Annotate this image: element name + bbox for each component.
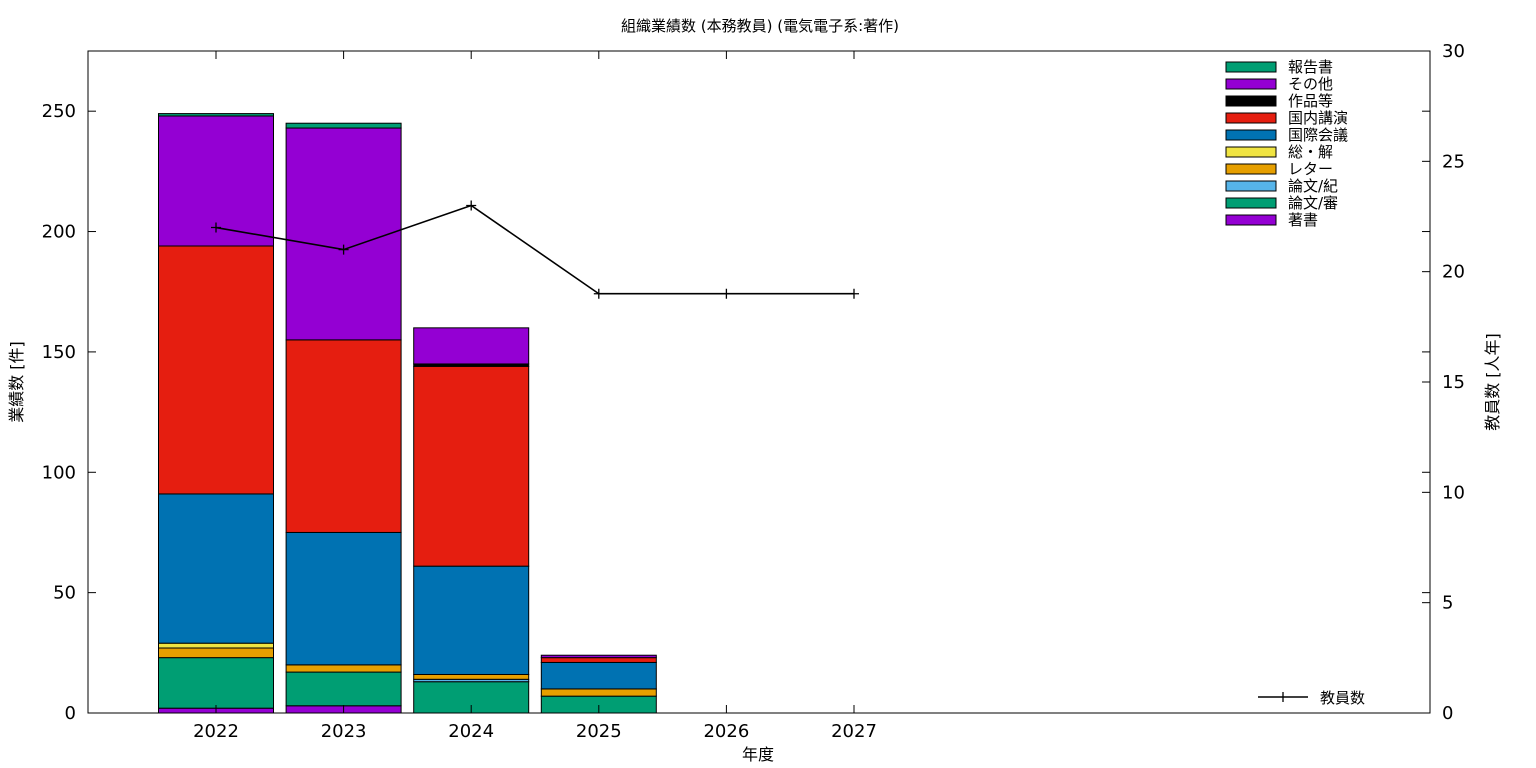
y-tick-label: 50	[53, 583, 76, 604]
bar-segment	[285, 664, 402, 673]
legend-swatch	[1225, 180, 1277, 192]
bar-segment	[285, 127, 402, 341]
y2-tick-label: 30	[1442, 41, 1465, 62]
bar-segment	[540, 657, 657, 663]
y-tick-label: 0	[65, 703, 76, 724]
y2-tick-label: 25	[1442, 151, 1465, 172]
x-axis-label: 年度	[742, 745, 774, 764]
y-tick-label: 200	[42, 222, 76, 243]
bar-segment	[285, 122, 402, 129]
y2-tick-label: 15	[1442, 372, 1465, 393]
legend-label: 総・解	[1288, 143, 1333, 161]
y2-axis-label: 教員数 [人年]	[1483, 333, 1502, 431]
line-point	[466, 200, 477, 211]
legend-label: その他	[1288, 75, 1333, 93]
bar-segment	[540, 661, 657, 690]
bar-segment	[285, 531, 402, 666]
line-point	[211, 222, 221, 233]
bar-segment	[158, 642, 274, 649]
x-tick-label: 2026	[703, 721, 749, 742]
legend-swatch	[1225, 146, 1277, 158]
legend-label: 国内講演	[1288, 109, 1348, 127]
legend-label: レター	[1288, 160, 1333, 178]
y-axis-label: 業績数 [件]	[7, 341, 26, 423]
bar-segment	[413, 365, 530, 567]
line-series	[215, 204, 854, 295]
bar-segment	[413, 673, 530, 680]
y2-tick-label: 10	[1442, 482, 1465, 503]
legend-swatch	[1225, 214, 1277, 226]
x-tick-label: 2024	[448, 721, 494, 742]
chart-title: 組織業績数 (本務教員) (電気電子系:著作)	[621, 17, 899, 35]
line-point	[849, 288, 859, 299]
bar-segment	[540, 654, 657, 659]
x-tick-label: 2027	[831, 721, 877, 742]
legend-label: 作品等	[1288, 92, 1333, 110]
bar-segment	[158, 647, 274, 659]
bar-segment	[158, 113, 274, 117]
line-point	[593, 288, 604, 299]
legend-swatch	[1225, 197, 1277, 209]
x-tick-label: 2022	[193, 721, 239, 742]
bar-segment	[285, 671, 402, 707]
legend-swatch	[1225, 78, 1277, 90]
line-point	[721, 288, 732, 299]
legend-label: 教員数	[1320, 689, 1365, 707]
y-tick-label: 250	[42, 101, 76, 122]
legend-label: 報告書	[1288, 58, 1333, 76]
bar-segment	[540, 688, 657, 697]
y2-tick-label: 20	[1442, 262, 1465, 283]
y-tick-label: 150	[42, 342, 76, 363]
y2-tick-label: 5	[1442, 593, 1453, 614]
y-tick-label: 100	[42, 462, 76, 483]
legend-label: 著書	[1288, 211, 1318, 229]
legend-label: 論文/紀	[1288, 177, 1338, 195]
line-point	[338, 244, 349, 255]
x-tick-label: 2025	[576, 721, 622, 742]
legend-swatch	[1225, 112, 1277, 124]
bar-segment	[158, 493, 274, 644]
y2-tick-label: 0	[1442, 703, 1453, 724]
legend-label: 論文/審	[1288, 194, 1338, 212]
bar-segment	[413, 327, 530, 365]
legend-swatch	[1225, 95, 1277, 107]
plot-area	[158, 113, 859, 714]
legend-swatch	[1225, 163, 1277, 175]
bar-segment	[285, 339, 402, 533]
bar-segment	[158, 245, 274, 495]
legend-swatch	[1225, 61, 1277, 73]
bar-segment	[158, 657, 274, 709]
legend-label: 国際会議	[1288, 126, 1348, 144]
x-tick-label: 2023	[321, 721, 367, 742]
legend-swatch	[1225, 129, 1277, 141]
bar-segment	[413, 565, 530, 675]
